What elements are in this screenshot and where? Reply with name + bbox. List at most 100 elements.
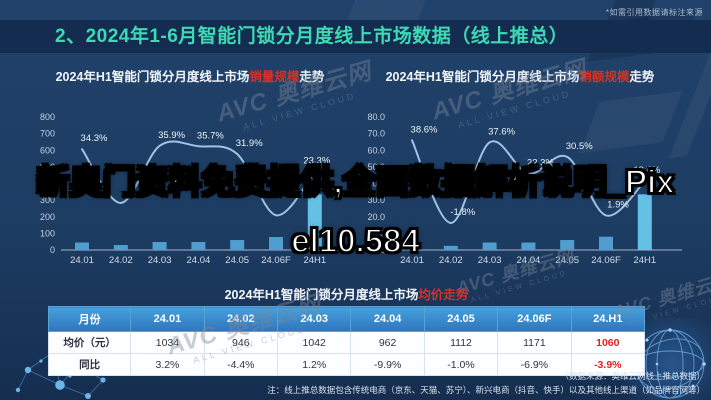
- x-category-label: 24.01: [70, 255, 94, 266]
- volume-chart-title-highlight: 销量规模: [249, 70, 300, 84]
- bar: [637, 194, 652, 250]
- line-value-label: 30.5%: [566, 141, 593, 152]
- table-header-cell: 24.H1: [570, 306, 646, 332]
- price-table: 月份 24.01 24.02 24.03 24.04 24.05 24.06F 24.H1 均价…: [47, 306, 646, 376]
- overlay-caption: 新奥门资料免费提供,全面数据解析说明_Pixel10.584: [35, 162, 675, 260]
- line-value-label: 22.3%: [527, 158, 554, 169]
- table-header-cell: 24.03: [277, 306, 352, 332]
- bar: [405, 243, 419, 250]
- bar: [230, 240, 245, 250]
- bar: [560, 240, 575, 250]
- table-cell: -9.9%: [350, 353, 425, 376]
- table-header-cell: 24.05: [423, 306, 499, 332]
- globe-network-graphic: [634, 328, 706, 399]
- bar: [482, 242, 497, 250]
- table-cell: -4.4%: [203, 353, 279, 376]
- x-category-label: 24.03: [148, 255, 172, 266]
- x-category-label: 24.03: [478, 255, 502, 266]
- line-value-label: 1.9%: [607, 199, 629, 210]
- table-header-cell: 24.01: [130, 306, 205, 332]
- x-category-label: 24H1: [303, 255, 326, 266]
- y-tick-label: 40.0: [367, 179, 385, 189]
- y-tick-label: 800: [40, 112, 55, 122]
- y-tick-label: 30.0: [367, 195, 385, 205]
- x-category-label: 24.01: [400, 255, 424, 266]
- volume-chart: 800 700 600 500 400 300 200 100 0 24.01 24.02 24.03…: [25, 90, 360, 275]
- table-cell: 1112: [423, 331, 499, 354]
- trend-line: [81, 140, 316, 217]
- revenue-chart: 80.0 70.0 60.0 50.0 40.0 30.0 20.0 10.0 0.0 24.01…: [355, 90, 690, 275]
- line-value-label: -1.8%: [450, 207, 475, 218]
- table-cell: 1.2%: [277, 353, 352, 376]
- y-tick-label: 0: [50, 245, 55, 255]
- y-tick-label: 300: [40, 195, 55, 205]
- bar: [443, 245, 458, 250]
- table-cell: 1034: [130, 331, 205, 354]
- bar: [75, 242, 89, 250]
- y-tick-label: 600: [40, 145, 55, 155]
- table-cell: 1060: [570, 331, 646, 354]
- price-table-title-prefix: 2024年H1智能门锁分月度线上市场: [224, 288, 419, 302]
- table-cell: 3.2%: [130, 353, 205, 376]
- revenue-chart-title: 2024年H1智能门锁分月度线上市场销额规模走势: [360, 66, 680, 84]
- revenue-chart-title-highlight: 销额规模: [579, 70, 630, 84]
- line-value-label: 34.3%: [81, 133, 108, 144]
- table-row: 同比 3.2% -4.4% 1.2% -9.9% -1.0% -6.9% -3.9%: [47, 353, 646, 376]
- x-category-label: 24.02: [109, 255, 133, 266]
- revenue-chart-title-prefix: 2024年H1智能门锁分月度线上市场: [385, 70, 580, 84]
- table-cell: 1171: [497, 331, 572, 354]
- x-category-label: 24.06F: [261, 255, 291, 266]
- x-category-label: 24.04: [517, 255, 541, 266]
- trend-line: [411, 139, 646, 224]
- footnotes: （数据来源：奥维云网线上推总数据） 注：线上推总数据包含传统电商（京东、天猫、苏…: [267, 369, 705, 397]
- slide-title: 2、2024年1-6月智能门锁分月度线上市场数据（线上推总）: [55, 26, 569, 47]
- x-category-label: 24.04: [187, 255, 211, 266]
- x-category-label: 24.02: [439, 255, 463, 266]
- y-tick-label: 70.0: [367, 129, 385, 139]
- table-header-cell: 月份: [47, 306, 132, 332]
- table-cell: -1.0%: [423, 353, 499, 376]
- volume-chart-title-suffix: 走势: [299, 70, 325, 84]
- y-tick-label: 400: [40, 179, 55, 189]
- price-table-title-highlight: 均价走势: [418, 288, 469, 302]
- y-tick-label: 20.0: [367, 212, 385, 222]
- volume-chart-title-prefix: 2024年H1智能门锁分月度线上市场: [55, 70, 250, 84]
- citation-note: *如需引用数据请标注来源: [605, 8, 703, 17]
- row-label-cell: 均价（元）: [47, 331, 132, 354]
- bar: [152, 242, 167, 250]
- table-header-cell: 24.04: [350, 306, 425, 332]
- line-value-label: 31.9%: [236, 138, 263, 149]
- line-value-label: 23.3%: [303, 156, 330, 167]
- x-category-label: 24H1: [633, 255, 656, 266]
- y-tick-label: 100: [40, 228, 55, 238]
- x-category-label: 24.06F: [591, 255, 621, 266]
- volume-chart-title: 2024年H1智能门锁分月度线上市场销量规模走势: [25, 66, 355, 84]
- revenue-chart-title-suffix: 走势: [629, 70, 655, 84]
- line-value-label: 38.6%: [411, 124, 438, 135]
- table-header-cell: 24.02: [203, 306, 279, 332]
- y-tick-label: 500: [40, 162, 55, 172]
- channel-note: 注：线上推总数据包含传统电商（京东、天猫、苏宁）、新兴电商（抖音、快手）以及其他…: [267, 385, 705, 395]
- table-cell: -6.9%: [497, 353, 572, 376]
- y-tick-label: 10.0: [367, 228, 385, 238]
- x-category-label: 24.05: [555, 255, 579, 266]
- bar: [191, 242, 206, 250]
- chart-plot: 80.0 70.0 60.0 50.0 40.0 30.0 20.0 10.0 0.0 24.01…: [367, 112, 682, 266]
- chart-plot: 800 700 600 500 400 300 200 100 0 24.01 24.02 24.03…: [40, 112, 352, 266]
- y-tick-label: 0.0: [372, 245, 385, 255]
- y-tick-label: 200: [40, 212, 55, 222]
- line-value-label: 18.6%: [633, 165, 660, 176]
- line-value-label: 35.7%: [197, 130, 224, 141]
- row-label-cell: 同比: [47, 353, 132, 376]
- slide-title-bar: 2、2024年1-6月智能门锁分月度线上市场数据（线上推总）: [0, 20, 711, 53]
- bar: [521, 242, 536, 250]
- table-cell: 946: [203, 331, 279, 354]
- y-tick-label: 60.0: [367, 145, 385, 155]
- y-tick-label: 80.0: [367, 112, 385, 122]
- table-cell: 1042: [277, 331, 352, 354]
- bar: [113, 245, 128, 250]
- bar: [269, 237, 283, 250]
- price-table-section: 2024年H1智能门锁分月度线上市场均价走势 月份 24.01 24.02 24.03…: [47, 284, 646, 376]
- table-row: 均价（元） 1034 946 1042 962 1112 1171 1060: [47, 331, 646, 354]
